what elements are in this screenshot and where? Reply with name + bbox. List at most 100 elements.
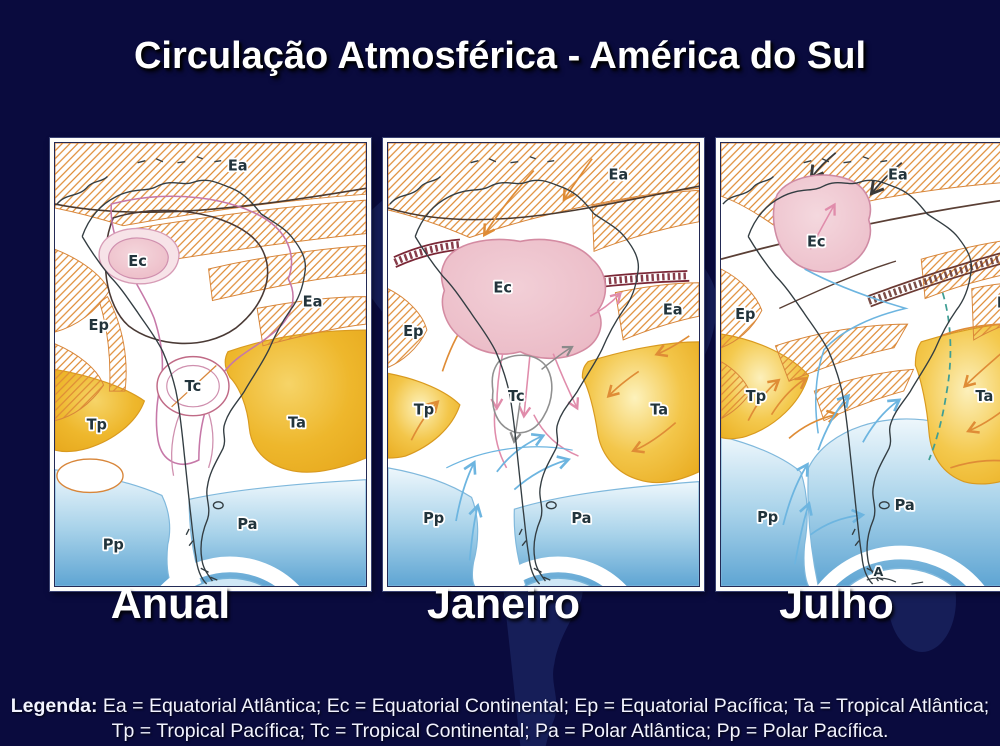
hatch-band-ep <box>55 343 105 422</box>
wind-arrow-orange <box>788 409 840 439</box>
wind-arrow-pink <box>589 291 623 317</box>
region-tropical-continental <box>491 354 553 434</box>
air-mass-label-ea-coast: Ea <box>997 294 1000 311</box>
southern-islands <box>518 528 551 581</box>
hatch-band <box>256 296 366 347</box>
region-equatorial-continental <box>440 238 607 360</box>
itcz-band-rungs <box>393 240 462 266</box>
air-mass-label-ta: Ta <box>288 414 306 431</box>
hatch-band-ep <box>99 295 127 392</box>
legend-line-1: Ea = Equatorial Atlântica; Ec = Equatori… <box>102 694 990 717</box>
boundary-line <box>779 260 897 310</box>
dark-loop <box>104 209 269 345</box>
map-julho: Ea Ec Ep Ea Tp Ta Pp Pa A <box>720 142 1000 587</box>
wind-arrow-blue <box>794 501 813 565</box>
antarctic-water <box>523 577 593 586</box>
map-janeiro: Ea Ec Ep Ea Tp Tc Ta Pp Pa <box>387 142 700 587</box>
falkland-islands <box>878 501 890 510</box>
air-mass-label-pa: Pa <box>237 516 257 533</box>
map-caption-julho: Julho <box>779 580 894 628</box>
legend-line-2: Tp = Tropical Pacífica; Tc = Tropical Co… <box>111 720 889 743</box>
hatch-band <box>614 282 699 341</box>
wind-arrow-pink <box>518 355 532 419</box>
legend: Legenda: Ea = Equatorial Atlântica; Ec =… <box>0 694 1000 745</box>
antarctic-ring <box>160 556 300 586</box>
region-polar-pacifica <box>388 467 479 586</box>
hatch-band <box>774 323 909 382</box>
wind-arrow-dark <box>809 152 837 181</box>
caribbean-islands <box>137 156 222 164</box>
region-tropical-atlantica <box>581 341 699 484</box>
wind-arrow-orange <box>482 170 535 238</box>
air-mass-label-ea-top: Ea <box>888 166 908 183</box>
antarctic-ring <box>489 556 627 586</box>
page-title: Circulação Atmosférica - América do Sul <box>133 35 867 78</box>
air-mass-label-tp: Tp <box>87 416 107 433</box>
hatch-band <box>208 244 366 302</box>
wind-arrow-orange <box>963 353 1000 389</box>
antarctic-water <box>194 577 265 586</box>
air-mass-label-ta: Ta <box>650 402 668 419</box>
wind-arrow-orange <box>562 158 593 202</box>
wind-arrow-orange <box>410 399 440 441</box>
itcz-band-rungs <box>867 255 1000 305</box>
wind-arrow-gray <box>541 345 574 370</box>
air-mass-label-ea-top: Ea <box>608 166 628 183</box>
air-mass-label-pa: Pa <box>895 497 915 514</box>
air-mass-label-ep: Ep <box>735 306 755 323</box>
antarctic-ring <box>817 545 985 586</box>
region-equatorial-continental <box>772 174 872 273</box>
map-panel-janeiro: Ea Ec Ep Ea Tp Tc Ta Pp Pa <box>383 138 704 591</box>
white-cell <box>56 458 124 494</box>
wind-arrow-blue <box>468 502 483 561</box>
blue-stream <box>446 446 573 469</box>
caribbean-islands <box>803 156 888 164</box>
air-mass-label-tc: Tc <box>185 378 202 395</box>
hatch-band <box>813 368 915 422</box>
coastline-central-america <box>722 175 774 205</box>
wind-arrow-orange <box>966 411 1000 434</box>
wind-arrow-pink <box>809 202 836 250</box>
region-equatorial-continental <box>108 237 169 280</box>
air-mass-label-tp: Tp <box>414 402 434 419</box>
coastline-south-america <box>414 179 640 585</box>
wind-arrow-pink <box>552 353 580 411</box>
air-mass-label-pp: Pp <box>103 536 124 553</box>
southern-islands <box>185 528 218 581</box>
air-mass-label-pa: Pa <box>571 510 591 527</box>
wind-arrow-orange <box>747 378 781 421</box>
air-mass-label-ep: Ep <box>403 323 423 340</box>
boundary-line <box>55 187 366 213</box>
air-mass-label-ea-coast: Ea <box>303 293 323 310</box>
wind-arrow-blue <box>455 459 477 522</box>
antarctica-label: A <box>874 564 884 579</box>
caribbean-islands <box>470 156 555 164</box>
wind-arrow-orange <box>606 370 640 398</box>
map-anual: Ea Ec Ep Ea Tc Tp Ta Pp Pa <box>54 142 367 587</box>
tc-diagonal <box>171 365 217 408</box>
region-tropical-atlantica <box>914 323 1000 485</box>
map-caption-anual: Anual <box>110 580 231 628</box>
hatch-band <box>591 189 699 252</box>
wind-arrow-blue <box>817 393 851 451</box>
air-mass-label-ep: Ep <box>89 317 109 334</box>
coastline-south-america <box>747 179 973 585</box>
map-panel-julho: Ea Ec Ep Ea Tp Ta Pp Pa A <box>716 138 1000 591</box>
wind-arrow-orange <box>654 335 690 358</box>
hatch-band-ea-top <box>55 143 366 227</box>
air-mass-label-ea-coast: Ea <box>663 301 683 318</box>
wind-arrow-orange <box>770 376 809 416</box>
hatch-band-ep <box>388 288 428 368</box>
southern-islands <box>851 528 884 581</box>
air-mass-label-ea-top: Ea <box>228 157 248 174</box>
air-mass-label-ec: Ec <box>128 253 147 270</box>
coastline-south-america <box>81 179 307 585</box>
air-mass-label-tp: Tp <box>746 388 766 405</box>
orange-stream <box>940 323 1000 469</box>
magenta-loop <box>110 195 294 465</box>
air-mass-label-pp: Pp <box>423 510 444 527</box>
coastline-central-america <box>56 175 108 205</box>
wind-arrow-dark <box>869 162 903 197</box>
air-mass-label-ec: Ec <box>807 233 826 250</box>
map-panel-anual: Ea Ec Ep Ea Tc Tp Ta Pp Pa <box>50 138 371 591</box>
